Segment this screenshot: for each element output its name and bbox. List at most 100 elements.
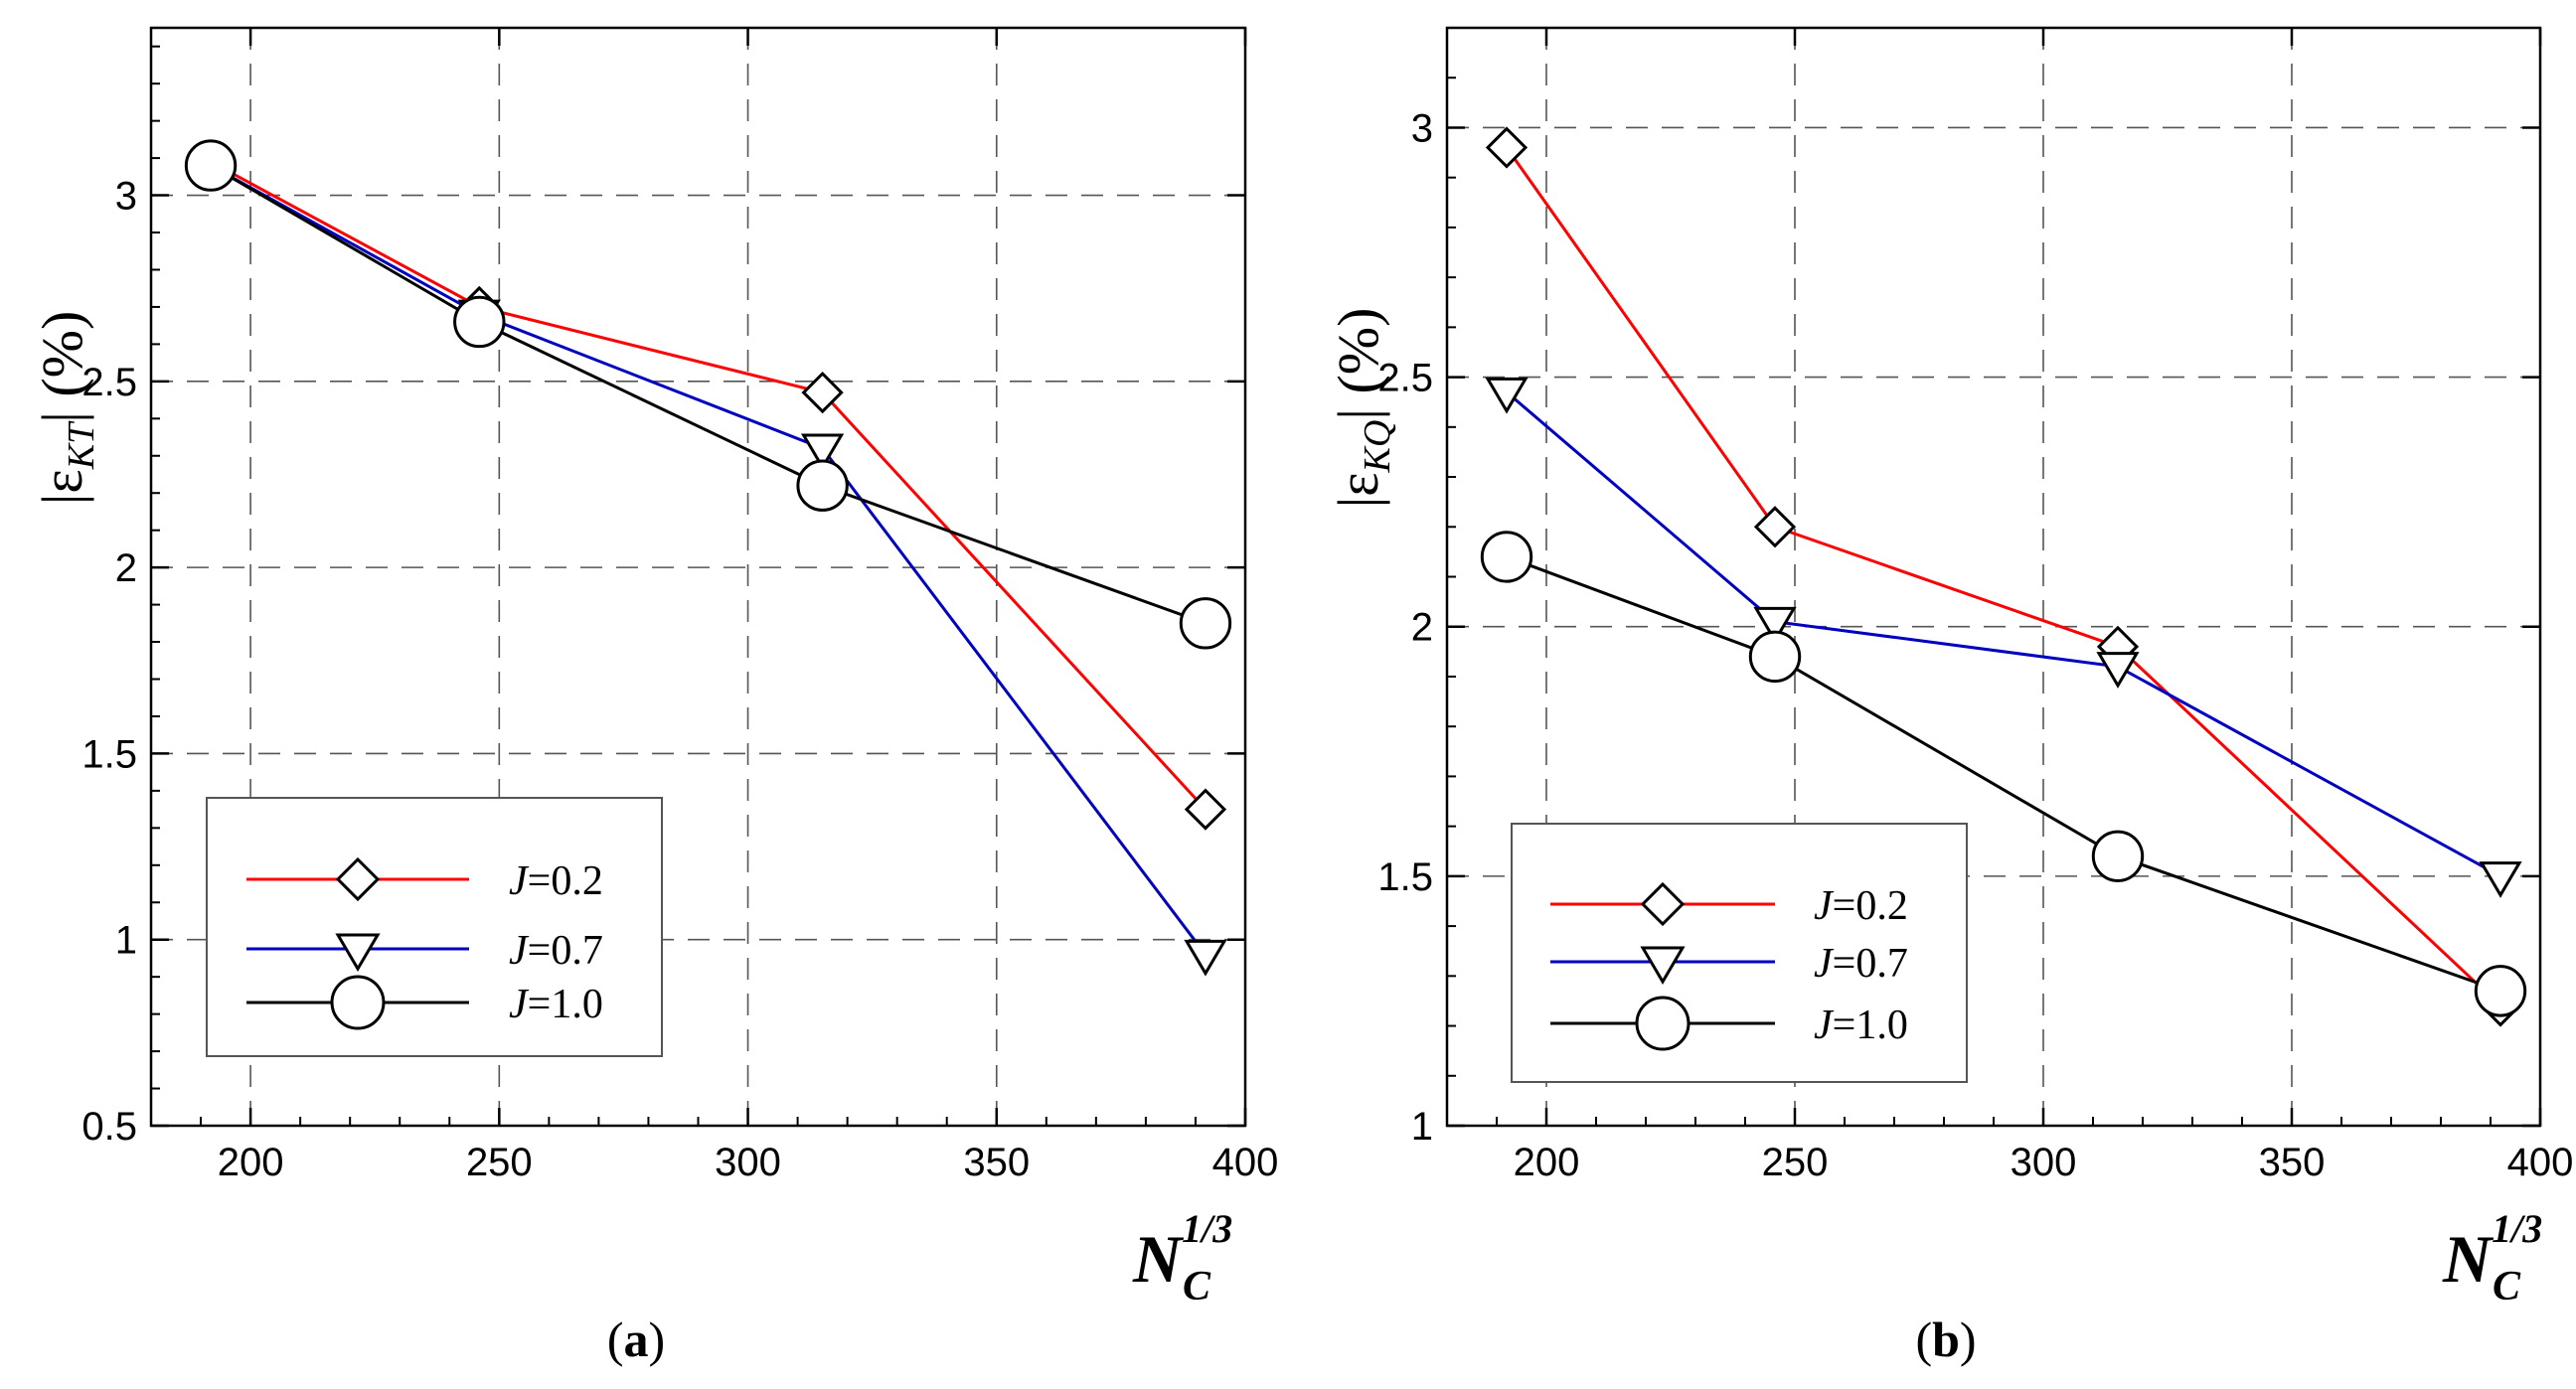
legend-label-var: J bbox=[509, 982, 530, 1027]
x-tick-label: 350 bbox=[963, 1141, 1030, 1184]
data-point-diamond bbox=[801, 371, 844, 414]
panel-label-letter: b bbox=[1932, 1312, 1960, 1367]
legend-label-value: =1.0 bbox=[1833, 1003, 1908, 1048]
data-point-triangle-down bbox=[1184, 939, 1227, 977]
x-tick-label: 350 bbox=[2259, 1141, 2326, 1184]
x-axis-label: N1/3 bbox=[2442, 1206, 2542, 1297]
y-tick-label: 1 bbox=[115, 919, 137, 963]
x-tick-label: 250 bbox=[466, 1141, 533, 1184]
data-point-circle bbox=[1748, 630, 1802, 684]
legend-box bbox=[1511, 823, 1968, 1083]
legend-label-value: =0.2 bbox=[1833, 883, 1908, 929]
legend-marker-circle bbox=[330, 975, 386, 1030]
y-axis-label: |εKT| (%) bbox=[30, 311, 102, 506]
x-axis-label-subscript: C bbox=[2493, 1264, 2521, 1310]
series-line-J02 bbox=[1505, 146, 2502, 1007]
y-axis-label-subscript: KT bbox=[61, 420, 102, 470]
legend-label: J=1.0 bbox=[509, 982, 603, 1027]
panel-label-open: ( bbox=[607, 1312, 624, 1367]
legend-label: J=0.2 bbox=[1814, 883, 1908, 929]
panel-label: (a) bbox=[607, 1312, 665, 1367]
y-tick-label: 1 bbox=[1411, 1105, 1433, 1149]
data-point-triangle-down bbox=[1753, 606, 1797, 644]
legend-label: J=0.7 bbox=[1814, 941, 1908, 987]
x-tick-label: 250 bbox=[1762, 1141, 1829, 1184]
x-tick-label: 300 bbox=[715, 1141, 781, 1184]
x-axis-label-base: N bbox=[1132, 1221, 1185, 1297]
x-tick-label: 300 bbox=[2011, 1141, 2077, 1184]
data-point-circle bbox=[1179, 597, 1232, 650]
series-line-J07 bbox=[210, 164, 1208, 956]
data-point-circle bbox=[184, 139, 238, 192]
legend-label-var: J bbox=[509, 928, 530, 974]
y-tick-label: 0.5 bbox=[81, 1105, 137, 1149]
panel-label-close: ) bbox=[649, 1312, 666, 1367]
y-axis-label-prefix: |ε bbox=[1326, 472, 1390, 508]
x-axis-label-subscript: C bbox=[1183, 1264, 1211, 1310]
data-point-diamond bbox=[1184, 788, 1227, 831]
y-tick-label: 2.5 bbox=[1377, 357, 1433, 400]
legend-label-value: =0.7 bbox=[528, 928, 603, 974]
legend-label-value: =0.7 bbox=[1833, 941, 1908, 987]
series-line-J07 bbox=[1506, 390, 2501, 878]
y-tick-label: 1.5 bbox=[81, 732, 137, 776]
x-tick-label: 200 bbox=[218, 1141, 284, 1184]
y-tick-label: 1.5 bbox=[1377, 855, 1433, 899]
y-axis-label-suffix: | (%) bbox=[1326, 308, 1390, 420]
y-axis-label-prefix: |ε bbox=[30, 469, 94, 505]
data-point-triangle-down bbox=[1485, 377, 1529, 414]
data-point-triangle-down bbox=[2479, 861, 2522, 898]
legend-label: J=1.0 bbox=[1814, 1003, 1908, 1048]
data-point-diamond bbox=[1753, 506, 1797, 548]
legend-label: J=0.2 bbox=[509, 858, 603, 904]
x-tick-label: 200 bbox=[1514, 1141, 1580, 1184]
x-axis-label: N1/3 bbox=[1132, 1206, 1232, 1297]
y-tick-label: 3 bbox=[1411, 106, 1433, 150]
x-tick-label: 400 bbox=[1212, 1141, 1279, 1184]
y-tick-label: 2 bbox=[115, 546, 137, 590]
legend-marker-triangle-down bbox=[1640, 946, 1686, 985]
legend-label-var: J bbox=[1814, 1003, 1835, 1048]
legend: J=0.2J=0.7J=1.0 bbox=[1511, 823, 1968, 1083]
legend-label-var: J bbox=[509, 858, 530, 904]
panel-label-letter: a bbox=[624, 1312, 649, 1367]
data-point-triangle-down bbox=[2096, 652, 2140, 689]
legend-marker-circle bbox=[1635, 996, 1690, 1051]
data-point-circle bbox=[1480, 531, 1533, 583]
x-axis-label-superscript: 1/3 bbox=[2492, 1206, 2542, 1251]
legend-label: J=0.7 bbox=[509, 928, 603, 974]
legend-marker-triangle-down bbox=[335, 933, 381, 972]
legend-box bbox=[206, 797, 663, 1057]
legend-label-var: J bbox=[1814, 883, 1835, 929]
y-tick-label: 2 bbox=[1411, 606, 1433, 650]
series-line-J02 bbox=[210, 160, 1208, 811]
legend-marker-diamond bbox=[335, 856, 381, 902]
y-tick-label: 2.5 bbox=[81, 361, 137, 404]
panel-label: (b) bbox=[1915, 1312, 1976, 1367]
legend: J=0.2J=0.7J=1.0 bbox=[206, 797, 663, 1057]
data-point-circle bbox=[796, 459, 849, 512]
series-line-J10 bbox=[210, 164, 1207, 625]
data-point-diamond bbox=[1485, 126, 1529, 169]
legend-label-var: J bbox=[1814, 941, 1835, 987]
data-point-circle bbox=[2474, 965, 2527, 1017]
x-axis-label-superscript: 1/3 bbox=[1182, 1206, 1232, 1251]
data-point-circle bbox=[453, 295, 506, 349]
y-tick-label: 3 bbox=[115, 175, 137, 219]
y-axis-label-subscript: KQ bbox=[1357, 420, 1398, 474]
data-point-circle bbox=[2091, 830, 2145, 882]
legend-label-value: =0.2 bbox=[528, 858, 603, 904]
panel-label-close: ) bbox=[1960, 1312, 1977, 1367]
legend-label-value: =1.0 bbox=[528, 982, 603, 1027]
data-point-triangle-down bbox=[800, 433, 845, 471]
y-axis-label-suffix: | (%) bbox=[30, 311, 94, 423]
chart-panel-b: 200 250 300 350 40011.522.53J=0.2J=0.7J=1.0|… bbox=[1326, 26, 2574, 1367]
x-axis-label-base: N bbox=[2442, 1221, 2495, 1297]
x-tick-label: 400 bbox=[2507, 1141, 2574, 1184]
series-line-J10 bbox=[1506, 555, 2501, 993]
chart-panel-a: 200 250 300 350 4000.511.522.53J=0.2J=0.7J=1… bbox=[30, 26, 1279, 1367]
y-axis-label: |εKQ| (%) bbox=[1326, 308, 1398, 509]
legend-marker-diamond bbox=[1640, 881, 1686, 927]
panel-label-open: ( bbox=[1915, 1312, 1932, 1367]
